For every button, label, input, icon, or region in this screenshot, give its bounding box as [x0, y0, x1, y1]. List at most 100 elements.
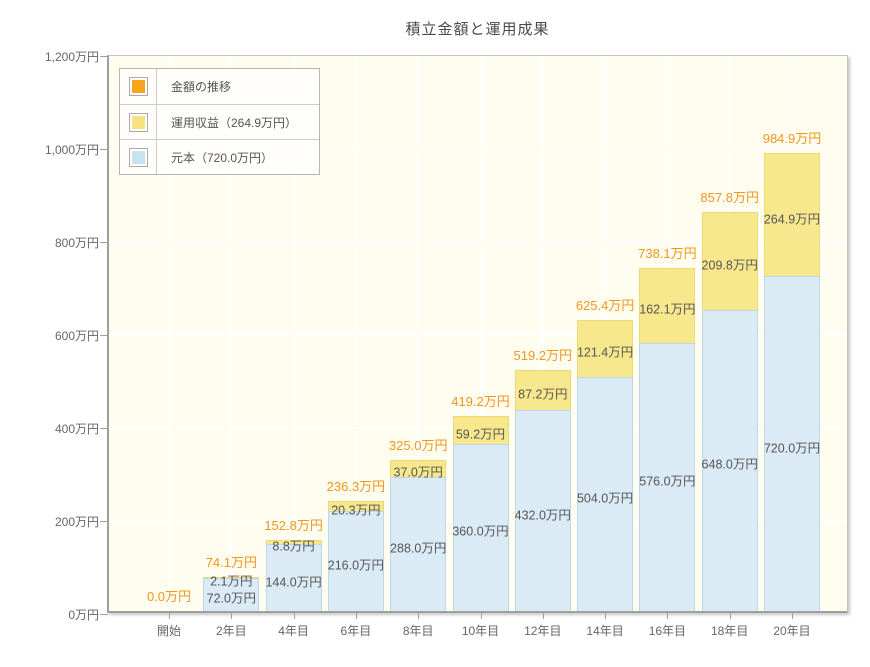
- y-tick: [100, 241, 108, 243]
- x-tick: [667, 613, 669, 619]
- y-tick: [100, 613, 108, 615]
- legend-item-principal[interactable]: 元本（720.0万円）: [120, 139, 319, 174]
- return-segment: [701, 212, 758, 310]
- bar-year-20: [764, 153, 820, 611]
- x-axis-label: 14年目: [586, 624, 624, 638]
- bar-year-2: [203, 577, 260, 611]
- return-value-label-year-16: 162.1万円: [639, 302, 696, 317]
- principal-segment: [701, 309, 758, 611]
- return-value-label-year-4: 8.8万円: [272, 539, 315, 554]
- return-value-label-year-12: 87.2万円: [518, 387, 568, 402]
- return-value-label-year-10: 59.2万円: [455, 427, 506, 442]
- legend-swatch-cell: [120, 69, 157, 104]
- bar-year-4: [265, 540, 322, 611]
- return-segment: [639, 268, 696, 344]
- principal-value-label-year-4: 144.0万円: [265, 575, 322, 590]
- x-tick: [605, 613, 607, 619]
- principal-value-label-year-12: 432.0万円: [514, 508, 571, 523]
- return-value-label-year-18: 209.8万円: [701, 258, 758, 273]
- legend-label-returns: 運用収益（264.9万円）: [171, 115, 298, 130]
- return-segment: [452, 416, 509, 444]
- principal-value-label-year-20: 720.0万円: [763, 441, 821, 456]
- total-label-year-12: 519.2万円: [513, 347, 573, 363]
- total-label-year-20: 984.9万円: [762, 131, 822, 147]
- bar-year-6: [327, 501, 384, 611]
- y-axis-label: 800万円: [54, 236, 99, 250]
- principal-segment: [203, 578, 260, 611]
- y-axis-label: 0万円: [68, 608, 99, 622]
- principal-segment: [452, 443, 509, 611]
- return-value-label-year-14: 121.4万円: [576, 345, 634, 360]
- x-tick: [792, 613, 793, 619]
- gridline: [109, 241, 847, 243]
- principal-segment: [514, 410, 571, 611]
- gridline: [417, 56, 420, 611]
- x-tick: [293, 613, 295, 619]
- bar-year-16: [639, 268, 696, 611]
- principal-segment: [265, 544, 322, 611]
- x-axis-label: 開始: [156, 624, 182, 638]
- return-segment: [390, 460, 447, 478]
- x-tick: [418, 613, 420, 619]
- principal-segment: [390, 477, 447, 611]
- principal-value-label-year-8: 288.0万円: [390, 541, 447, 556]
- principal-value-label-year-6: 216.0万円: [327, 558, 385, 573]
- gridline: [541, 56, 544, 611]
- y-axis-label: 1,200万円: [44, 50, 99, 64]
- x-tick: [231, 613, 233, 619]
- return-segment: [327, 501, 384, 511]
- principal-value-label-year-14: 504.0万円: [576, 491, 634, 506]
- x-axis-label: 20年目: [773, 624, 811, 638]
- legend: 金額の推移 運用収益（264.9万円） 元本（720.0万円）: [119, 68, 320, 175]
- gridline: [292, 56, 295, 611]
- return-value-label-year-8: 37.0万円: [393, 465, 443, 480]
- principal-segment: [577, 376, 634, 611]
- x-tick: [169, 613, 170, 619]
- legend-swatch-cell: [120, 140, 157, 174]
- gridline: [109, 334, 847, 336]
- gridline: [479, 56, 482, 611]
- x-axis-label: 6年目: [340, 624, 372, 638]
- principal-swatch-icon: [128, 147, 148, 167]
- total-label-year-10: 419.2万円: [451, 394, 510, 410]
- gridline: [109, 148, 847, 150]
- return-segment: [514, 370, 571, 411]
- returns-swatch-icon: [128, 112, 148, 132]
- x-axis-label: 18年目: [711, 624, 749, 638]
- return-value-label-year-2: 2.1万円: [210, 574, 253, 589]
- principal-segment: [327, 510, 384, 611]
- bar-year-10: [452, 416, 509, 611]
- principal-value-label-year-2: 72.0万円: [206, 591, 256, 606]
- principal-segment: [639, 343, 696, 611]
- amount-transition-swatch-icon: [128, 77, 148, 96]
- x-tick: [729, 613, 731, 619]
- chart-title: 積立金額と運用成果: [405, 21, 550, 38]
- return-segment: [265, 540, 322, 545]
- gridline: [168, 56, 170, 611]
- return-segment: [203, 577, 260, 578]
- y-axis-label: 1,000万円: [44, 143, 99, 157]
- x-axis-label: 8年目: [402, 624, 434, 638]
- total-label-start: 0.0万円: [146, 589, 192, 604]
- legend-item-returns[interactable]: 運用収益（264.9万円）: [120, 104, 319, 139]
- legend-item-amount-transition[interactable]: 金額の推移: [120, 69, 319, 104]
- legend-swatch-cell: [120, 105, 157, 139]
- y-tick: [100, 520, 108, 522]
- total-label-year-18: 857.8万円: [700, 190, 759, 206]
- x-tick: [480, 613, 482, 619]
- x-axis-label: 12年目: [524, 624, 562, 638]
- x-axis-label: 16年目: [648, 624, 687, 638]
- y-axis-label: 600万円: [54, 329, 99, 343]
- legend-label-principal: 元本（720.0万円）: [171, 150, 274, 165]
- return-value-label-year-6: 20.3万円: [331, 503, 381, 518]
- total-label-year-4: 152.8万円: [264, 517, 323, 533]
- principal-value-label-year-16: 576.0万円: [639, 474, 696, 489]
- x-axis-label: 4年目: [278, 624, 309, 638]
- y-axis-label: 400万円: [54, 422, 99, 436]
- x-tick: [542, 613, 544, 619]
- total-label-year-14: 625.4万円: [575, 298, 635, 314]
- y-tick: [100, 427, 108, 429]
- x-axis-label: 2年目: [215, 624, 247, 638]
- gridline: [354, 56, 357, 611]
- principal-segment: [764, 276, 820, 611]
